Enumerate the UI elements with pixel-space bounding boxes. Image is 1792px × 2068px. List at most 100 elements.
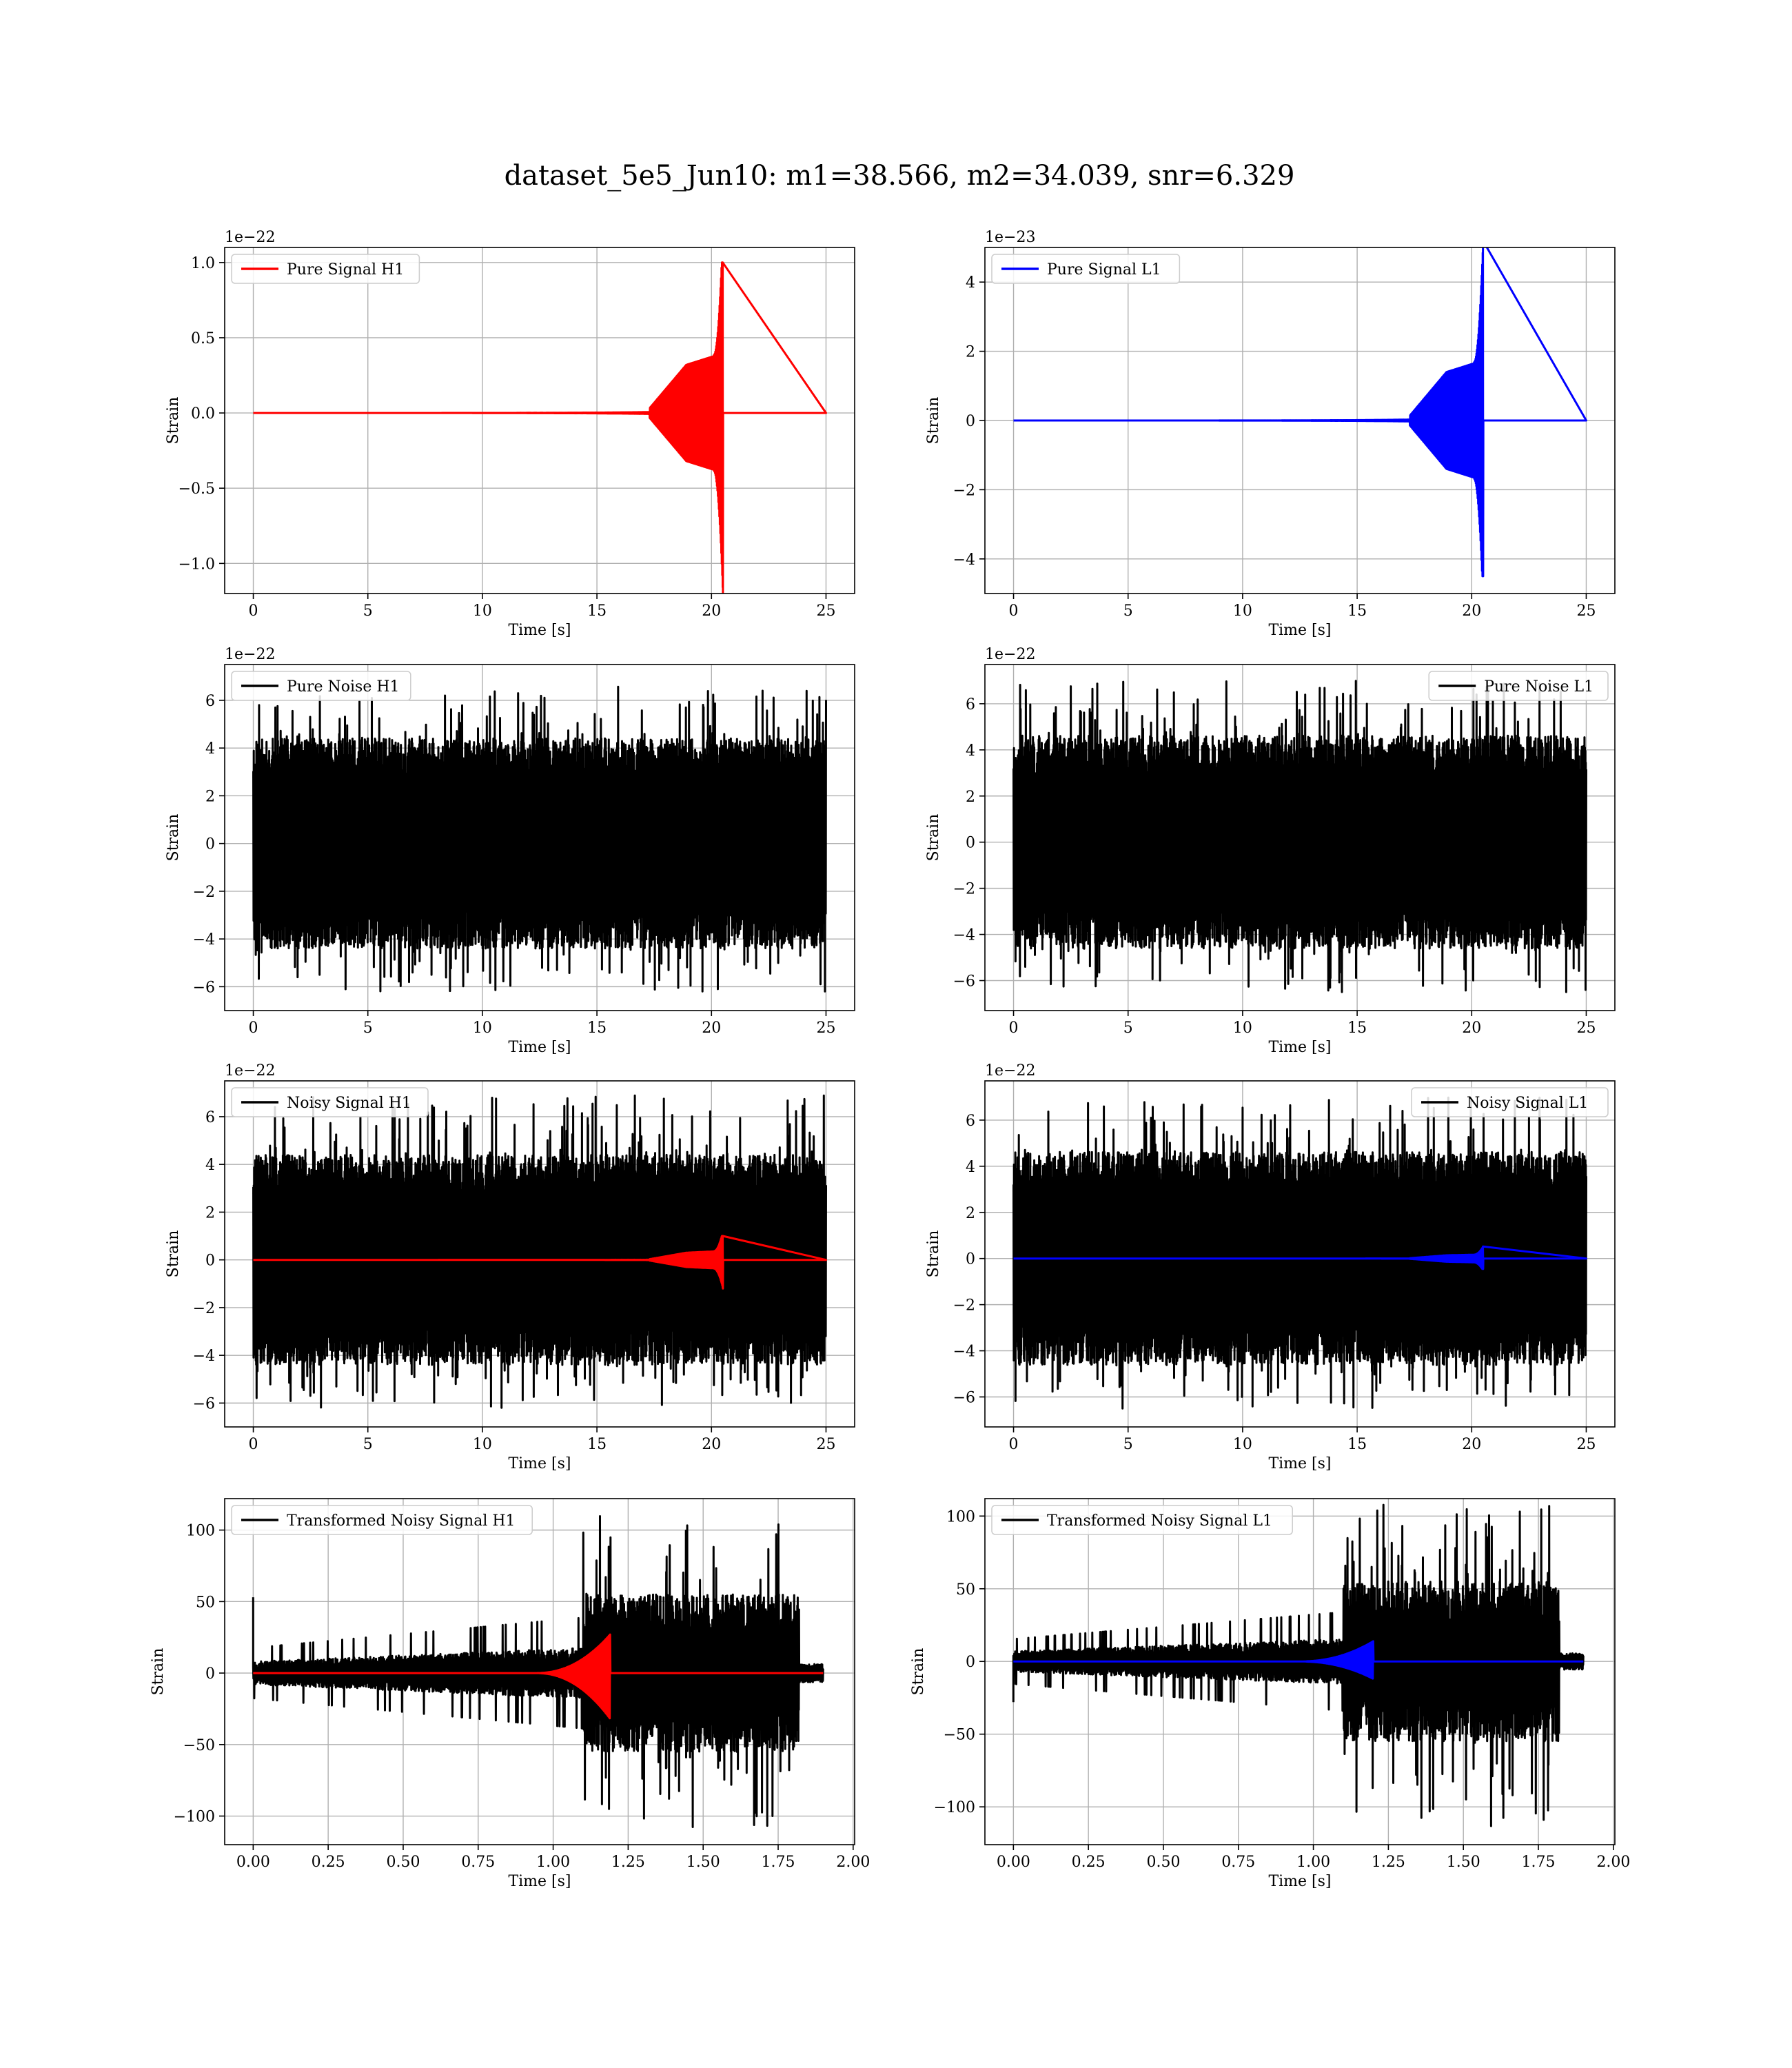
legend-box	[1428, 671, 1609, 701]
y-tick-label: 4	[966, 742, 975, 760]
x-tick-label: 0.75	[461, 1854, 495, 1871]
y-tick-label: 50	[956, 1581, 975, 1599]
x-tick-label: 15	[587, 1436, 607, 1453]
x-tick-label: 0.50	[1146, 1854, 1180, 1871]
y-tick-label: 2	[205, 788, 215, 805]
x-axis-label: Time [s]	[1268, 1873, 1331, 1890]
y-tick-label: 0	[966, 835, 975, 852]
x-tick-label: 5	[1123, 1436, 1133, 1453]
legend-box	[231, 671, 411, 701]
axis-offset-text: 1e−23	[985, 229, 1035, 246]
series-line	[1012, 1640, 1585, 1680]
series-line	[252, 1515, 824, 1828]
x-tick-label: 0	[249, 1020, 258, 1037]
y-axis-label: Strain	[150, 1648, 167, 1696]
subplot-5: 0 5 10 15 20 25 −6 −4 −2 0 2 4 6 Time [s] Strain 1e−22 N…	[165, 1062, 855, 1472]
x-tick-label: 15	[587, 602, 607, 620]
y-tick-label: 50	[196, 1594, 215, 1611]
y-tick-label: 6	[966, 1113, 975, 1130]
subplot-8: 0.00 0.25 0.50 0.75 1.00 1.25 1.50 1.75 2.00 −100…	[910, 1498, 1630, 1890]
tick-labels: 0 5 10 15 20 25 −6 −4 −2 0 2 4 6	[193, 1109, 836, 1453]
x-axis-label: Time [s]	[508, 1455, 571, 1472]
legend: Pure Signal L1	[991, 254, 1181, 284]
plot-area	[1012, 1096, 1587, 1410]
x-tick-label: 0.75	[1221, 1854, 1255, 1871]
x-tick-label: 15	[1347, 602, 1367, 620]
legend-box	[231, 254, 420, 284]
legend-box	[1411, 1087, 1609, 1117]
legend: Pure Noise L1	[1428, 671, 1609, 701]
x-tick-label: 25	[1576, 602, 1596, 620]
y-axis-label: Strain	[165, 1230, 182, 1278]
legend: Transformed Noisy Signal L1	[991, 1505, 1293, 1535]
x-tick-label: 5	[363, 1436, 373, 1453]
series-line	[1012, 680, 1587, 993]
subplot-1: 0 5 10 15 20 25 −1.0 −0.5 0.0 0.5 1.0 Time [s] Strai…	[165, 229, 855, 639]
x-axis-label: Time [s]	[1268, 1455, 1331, 1472]
axis-offset-text: 1e−22	[225, 1062, 275, 1079]
x-tick-label: 0.00	[236, 1854, 270, 1871]
axes-frame	[224, 1498, 855, 1845]
x-tick-label: 5	[1123, 1020, 1133, 1037]
x-axis-label: Time [s]	[1268, 622, 1331, 639]
y-axis-label: Strain	[925, 814, 942, 862]
plot-area	[252, 1094, 827, 1409]
legend-box	[231, 1087, 429, 1117]
x-tick-label: 10	[1233, 1436, 1252, 1453]
axis-offset-text: 1e−22	[225, 646, 275, 663]
series-line	[252, 1633, 824, 1720]
x-tick-label: 1.50	[1447, 1854, 1480, 1871]
y-tick-label: 0	[205, 1665, 215, 1683]
x-tick-label: 10	[1233, 1020, 1252, 1037]
tick-labels: 0 5 10 15 20 25 −6 −4 −2 0 2 4 6	[193, 693, 836, 1037]
axes-frame	[984, 1498, 1616, 1845]
subplot-3: 0 5 10 15 20 25 −6 −4 −2 0 2 4 6 Time [s] Strain 1e−22 P…	[165, 646, 855, 1056]
x-tick-label: 10	[473, 602, 492, 620]
y-tick-label: −2	[193, 884, 215, 901]
x-tick-label: 5	[1123, 602, 1133, 620]
y-tick-label: 2	[966, 344, 975, 361]
legend-label: Transformed Noisy Signal L1	[1047, 1512, 1272, 1530]
x-tick-label: 1.75	[762, 1854, 795, 1871]
x-tick-label: 20	[702, 1020, 721, 1037]
series-line	[252, 685, 827, 993]
y-tick-label: −4	[953, 927, 975, 944]
legend-label: Pure Noise H1	[287, 678, 400, 696]
y-tick-label: 0.5	[191, 330, 215, 347]
legend-label: Noisy Signal H1	[287, 1095, 411, 1112]
y-tick-label: 6	[205, 693, 215, 710]
subplot-4: 0 5 10 15 20 25 −6 −4 −2 0 2 4 6 Time [s] Strain 1e−22 P…	[925, 646, 1616, 1056]
x-tick-label: 1.25	[1372, 1854, 1405, 1871]
x-tick-label: 0	[249, 602, 258, 620]
tick-labels: 0 5 10 15 20 25 −6 −4 −2 0 2 4 6	[953, 1113, 1596, 1453]
series-line	[1012, 247, 1587, 578]
x-tick-label: 15	[587, 1020, 607, 1037]
subplot-7: 0.00 0.25 0.50 0.75 1.00 1.25 1.50 1.75 2.00 −100…	[150, 1498, 870, 1890]
y-tick-label: 0	[205, 1253, 215, 1270]
legend-label: Transformed Noisy Signal H1	[287, 1512, 516, 1530]
y-tick-label: −100	[934, 1799, 975, 1816]
series-line	[252, 1094, 827, 1409]
y-tick-label: 4	[205, 740, 215, 758]
y-tick-label: 6	[205, 1109, 215, 1126]
y-tick-label: 2	[205, 1204, 215, 1221]
y-axis-label: Strain	[925, 1230, 942, 1278]
series-line	[1012, 1096, 1587, 1410]
y-tick-label: 0	[205, 836, 215, 853]
y-tick-label: 4	[966, 274, 975, 292]
axes-frame	[224, 664, 855, 1011]
x-tick-label: 0	[1009, 602, 1019, 620]
legend-label: Pure Signal H1	[287, 261, 404, 278]
legend: Pure Noise H1	[231, 671, 411, 701]
y-tick-label: 0	[966, 1251, 975, 1268]
y-tick-label: 0.0	[191, 405, 215, 423]
x-tick-label: 25	[1576, 1436, 1596, 1453]
y-tick-label: −6	[953, 973, 975, 990]
x-tick-label: 20	[1462, 602, 1481, 620]
series-line	[252, 261, 827, 594]
y-tick-label: 4	[205, 1157, 215, 1174]
tick-labels: 0 5 10 15 20 25 −6 −4 −2 0 2 4 6	[953, 696, 1596, 1037]
y-tick-label: −4	[953, 1344, 975, 1361]
x-tick-label: 20	[702, 1436, 721, 1453]
